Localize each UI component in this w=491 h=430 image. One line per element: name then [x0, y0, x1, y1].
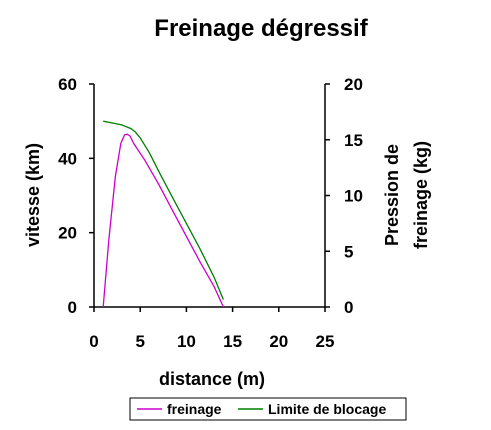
y-right-tick-label: 20 — [344, 75, 363, 94]
x-tick-label: 5 — [135, 332, 144, 351]
y-right-tick-label: 10 — [344, 187, 363, 206]
tick-labels: 0 5 10 15 20 25 0 20 40 60 0 5 10 15 20 — [58, 75, 363, 351]
y-left-tick-label: 60 — [58, 75, 77, 94]
series-line-freinage — [102, 133, 224, 308]
y-axis-right-title-line2: freinage (kg) — [411, 141, 431, 249]
legend-box — [129, 397, 407, 421]
legend: freinage Limite de blocage — [129, 397, 407, 421]
series-lines — [102, 120, 224, 308]
x-tick-label: 15 — [223, 332, 242, 351]
legend-label-freinage: freinage — [167, 401, 222, 417]
y-right-tick-label: 5 — [344, 242, 353, 261]
y-axis-left-title: vitesse (km) — [23, 143, 43, 247]
y-right-tick-label: 0 — [344, 298, 353, 317]
y-axis-right-title-line1: Pression de — [382, 144, 402, 246]
legend-label-limite: Limite de blocage — [268, 401, 386, 417]
x-tick-label: 25 — [316, 332, 335, 351]
x-axis-title: distance (m) — [159, 369, 265, 389]
y-left-tick-label: 40 — [58, 149, 77, 168]
chart-title: Freinage dégressif — [154, 15, 368, 42]
y-right-tick-label: 15 — [344, 131, 363, 150]
y-left-tick-label: 20 — [58, 224, 77, 243]
x-tick-label: 0 — [89, 332, 98, 351]
x-tick-label: 10 — [177, 332, 196, 351]
series-line-limite-de-blocage — [103, 120, 224, 300]
x-tick-label: 20 — [269, 332, 288, 351]
tick-marks — [89, 83, 330, 312]
y-left-tick-label: 0 — [68, 298, 77, 317]
